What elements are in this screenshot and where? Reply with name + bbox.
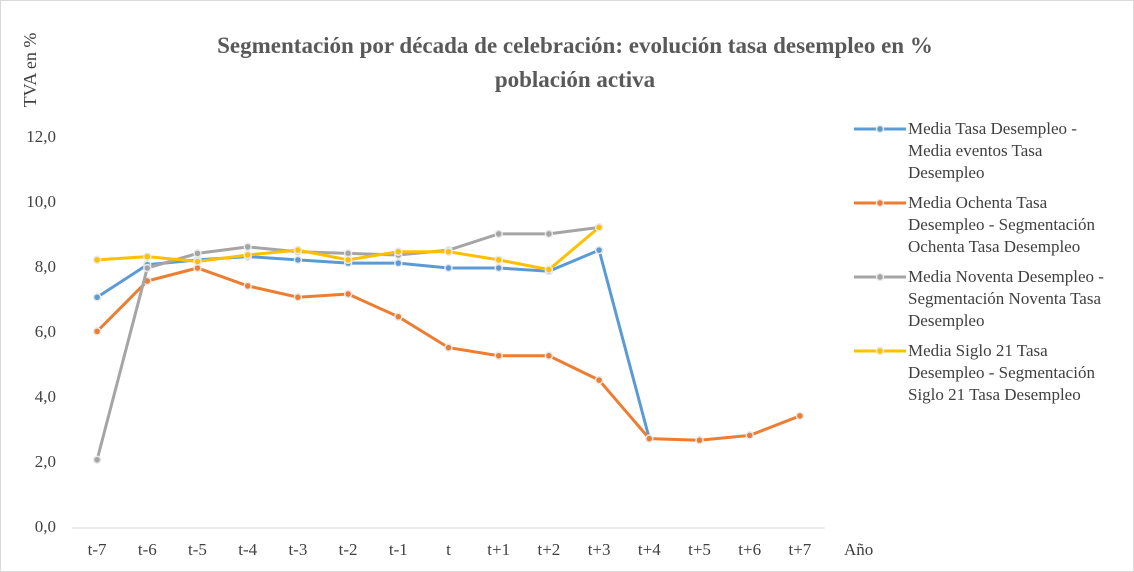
point <box>745 431 754 440</box>
x-tick-label: t+4 <box>638 540 661 559</box>
point <box>444 247 453 256</box>
legend-item: Media Tasa Desempleo - Media eventos Tas… <box>852 118 1122 184</box>
point <box>143 263 152 273</box>
x-tick-label: t+2 <box>537 540 560 559</box>
point <box>92 455 102 464</box>
point <box>293 245 303 255</box>
point <box>494 255 503 265</box>
point <box>343 255 353 265</box>
point <box>143 252 152 261</box>
legend-label: Media Tasa Desempleo - Media eventos Tas… <box>908 119 1077 182</box>
y-tick-label: 12,0 <box>26 127 56 146</box>
point <box>544 351 554 360</box>
x-tick-label: t-5 <box>188 540 207 559</box>
point <box>193 249 202 258</box>
y-tick-label: 10,0 <box>26 192 56 211</box>
point <box>544 229 554 239</box>
legend-item: Media Siglo 21 Tasa Desempleo - Segmenta… <box>852 340 1122 406</box>
legend-label: Media Siglo 21 Tasa Desempleo - Segmenta… <box>908 341 1095 404</box>
x-tick-label: t-4 <box>238 540 257 559</box>
x-axis-label: Año <box>844 540 873 559</box>
point <box>695 436 704 445</box>
point <box>92 327 102 336</box>
point <box>494 229 503 239</box>
legend-marker <box>875 272 885 282</box>
point <box>594 245 604 255</box>
chart-title: Segmentación por década de celebración: … <box>217 33 933 92</box>
legend-swatch <box>854 346 906 356</box>
x-tick-label: t+5 <box>688 540 711 559</box>
point <box>444 263 453 273</box>
x-tick-label: t-2 <box>339 540 358 559</box>
x-tick-label: t+6 <box>738 540 761 559</box>
point <box>243 250 252 260</box>
legend-swatch <box>854 272 906 282</box>
point <box>293 293 303 302</box>
point <box>594 223 604 232</box>
point <box>193 257 202 266</box>
legend-swatch <box>854 124 906 134</box>
point <box>243 281 252 291</box>
y-tick-label: 6,0 <box>35 322 56 341</box>
point <box>494 263 503 273</box>
x-tick-label: t+1 <box>487 540 510 559</box>
legend: Media Tasa Desempleo - Media eventos Tas… <box>852 118 1122 406</box>
legend-marker <box>875 346 885 356</box>
point <box>243 242 252 252</box>
point <box>394 258 403 268</box>
y-tick-label: 4,0 <box>35 387 56 406</box>
point <box>645 434 654 443</box>
y-tick-label: 0,0 <box>35 517 56 536</box>
point <box>394 312 403 321</box>
y-tick-label: 2,0 <box>35 452 56 471</box>
point <box>795 411 805 421</box>
point <box>343 289 353 299</box>
legend-item: Media Ochenta Tasa Desempleo - Segmentac… <box>852 192 1122 258</box>
x-tick-label: t+3 <box>588 540 611 559</box>
point <box>594 375 604 385</box>
legend-swatch <box>854 198 906 208</box>
x-tick-label: t <box>446 540 451 559</box>
legend-marker <box>875 198 885 208</box>
series-line <box>96 266 801 442</box>
legend-label: Media Ochenta Tasa Desempleo - Segmentac… <box>908 193 1095 256</box>
x-tick-label: t-1 <box>389 540 408 559</box>
point <box>92 293 102 302</box>
point <box>544 265 554 274</box>
point <box>444 343 453 352</box>
y-axis-label: TVA en % <box>20 33 40 108</box>
point <box>394 247 403 256</box>
x-tick-label: t-7 <box>88 540 107 559</box>
y-tick-label: 8,0 <box>35 257 56 276</box>
legend-marker <box>875 124 885 134</box>
x-tick-label: t+7 <box>788 540 811 559</box>
legend-label: Media Noventa Desempleo - Segmentación N… <box>908 267 1104 330</box>
legend-item: Media Noventa Desempleo - Segmentación N… <box>852 266 1122 332</box>
point <box>293 255 303 265</box>
point <box>494 351 503 360</box>
x-tick-label: t-3 <box>288 540 307 559</box>
series-line <box>96 248 651 440</box>
x-tick-label: t-6 <box>138 540 157 559</box>
point <box>92 255 102 265</box>
